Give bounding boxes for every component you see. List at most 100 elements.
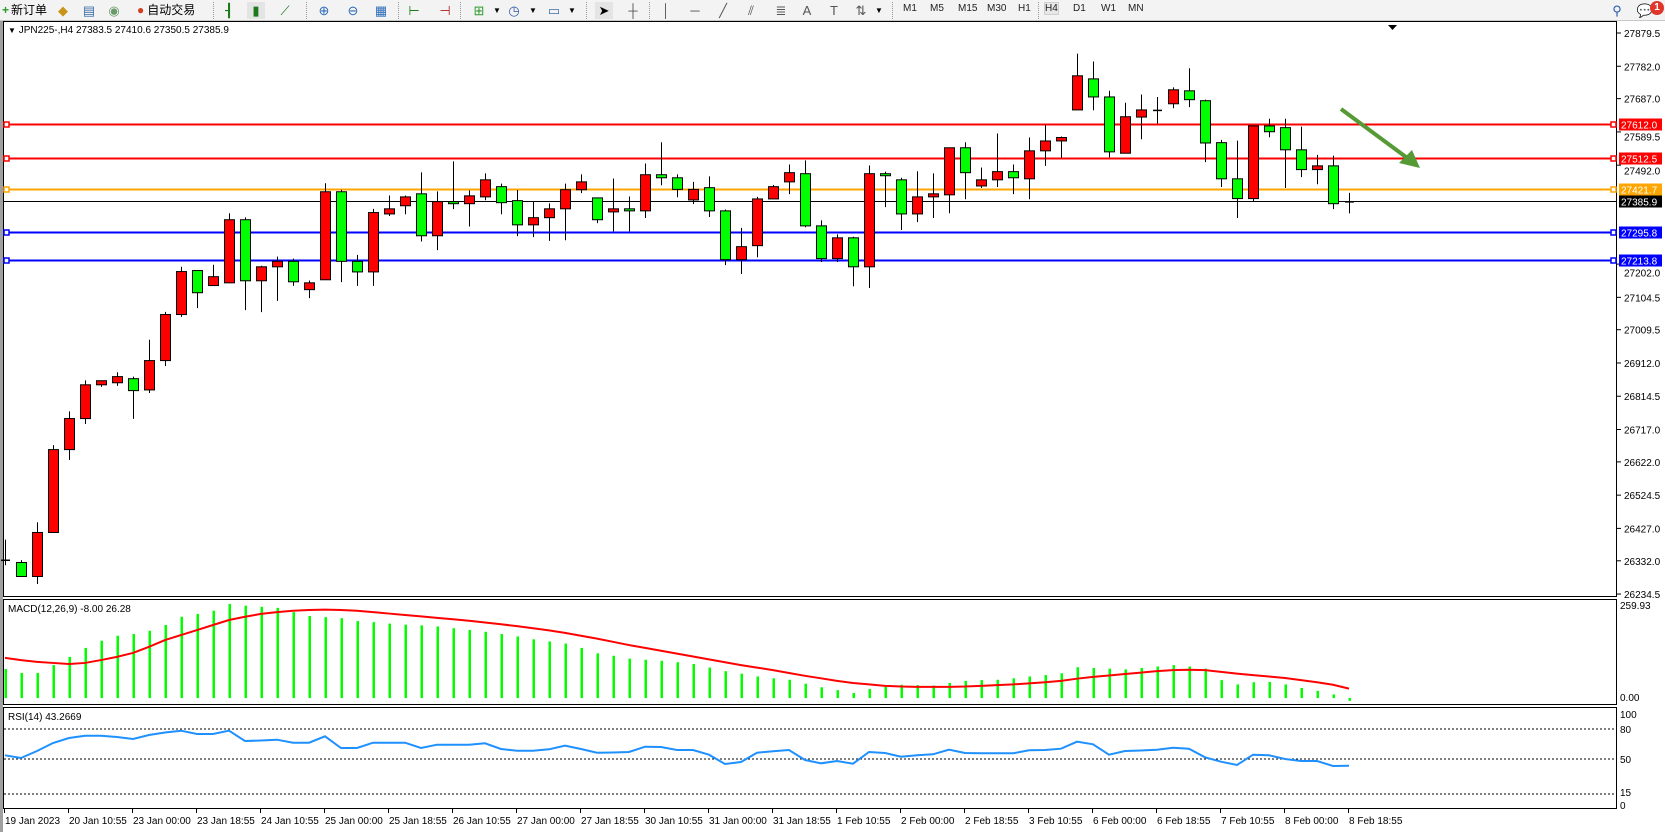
chart-shift-marker-icon[interactable] — [1388, 25, 1397, 30]
equidistant-channel-icon[interactable]: ⫽ — [748, 3, 754, 18]
chevron-down-icon[interactable]: ▼ — [529, 6, 537, 15]
templates-icon[interactable]: ▭ — [547, 3, 561, 18]
macd-bar — [228, 603, 231, 698]
macd-axis-zero: 0.00 — [1620, 693, 1640, 704]
new-order-label: 新订单 — [11, 3, 48, 17]
macd-bar — [1076, 667, 1079, 698]
signals-icon[interactable]: ◉ — [108, 3, 120, 18]
macd-bar — [1108, 668, 1111, 698]
candlestick-icon[interactable]: ▮ — [247, 2, 265, 19]
timeframe-w1[interactable]: W1 — [1101, 3, 1116, 14]
candle — [880, 171, 891, 208]
macd-bar — [164, 625, 167, 698]
zoom-out-icon[interactable]: ⊖ — [347, 3, 359, 18]
candle — [1345, 192, 1354, 214]
chevron-down-icon[interactable]: ▼ — [875, 6, 883, 15]
cursor-icon[interactable]: ➤ — [595, 2, 613, 19]
candle — [1072, 53, 1083, 111]
macd-bar — [1188, 666, 1191, 698]
toolbar-separator — [398, 2, 399, 19]
autotrading-label: 自动交易 — [147, 3, 196, 17]
text-label-icon[interactable]: T — [830, 3, 838, 18]
macd-indicator: 259.93 0.00 — [4, 601, 1651, 704]
time-label: 26 Jan 10:55 — [453, 816, 511, 827]
chart-shift-icon[interactable]: ⊢ — [408, 3, 420, 18]
periods-icon[interactable]: ◷ — [508, 3, 520, 18]
timeframe-mn[interactable]: MN — [1128, 3, 1144, 14]
navigator-icon[interactable]: ▤ — [82, 3, 96, 18]
price-label: 27202.0 — [1624, 269, 1661, 280]
macd-bar — [20, 672, 23, 698]
horizontal-line-icon[interactable]: ─ — [690, 3, 700, 18]
zoom-in-icon[interactable]: ⊕ — [318, 3, 330, 18]
chevron-down-icon[interactable]: ▼ — [493, 6, 501, 15]
fibonacci-icon[interactable]: ≣ — [775, 3, 787, 18]
macd-bar — [804, 683, 807, 698]
candle-body-bear — [288, 260, 299, 283]
macd-bar — [532, 639, 535, 698]
price-label: 26622.0 — [1624, 458, 1661, 469]
candle-body-bull — [208, 276, 219, 287]
macd-bar — [244, 605, 247, 698]
candle — [1312, 154, 1323, 185]
level-handle — [3, 257, 10, 264]
timeframe-d1[interactable]: D1 — [1073, 3, 1086, 14]
autoscroll-icon[interactable]: ⊣ — [439, 3, 451, 18]
crosshair-icon[interactable]: ┼ — [628, 3, 638, 18]
vertical-line-icon[interactable]: │ — [661, 3, 671, 18]
notifications-icon[interactable]: 💬 — [1636, 3, 1654, 18]
candle-body-bull — [384, 208, 395, 215]
down-arrow[interactable] — [1339, 107, 1420, 168]
macd-bar — [1316, 690, 1319, 698]
candle — [368, 208, 379, 286]
time-label: 31 Jan 18:55 — [773, 816, 831, 827]
candle-body-bear — [816, 225, 827, 260]
toolbar-separator — [649, 2, 650, 19]
new-chart-icon[interactable]: ⊞ — [473, 3, 485, 18]
timeframe-m1[interactable]: M1 — [903, 3, 917, 14]
macd-bar — [740, 673, 743, 698]
timeframe-m15[interactable]: M15 — [958, 3, 978, 14]
candle-body-bear — [1088, 78, 1099, 98]
candle-body-bull — [832, 237, 843, 260]
timeframe-h1[interactable]: H1 — [1018, 3, 1031, 14]
candle-body-bull — [688, 188, 699, 201]
text-icon[interactable]: A — [802, 3, 812, 18]
timeframe-m30[interactable]: M30 — [987, 3, 1007, 14]
autotrading-button[interactable]: ● 自动交易 — [137, 2, 195, 19]
new-order-button[interactable]: + 新订单 — [2, 2, 47, 19]
timeframe-h4[interactable]: H4 — [1044, 2, 1059, 15]
candle — [576, 174, 587, 194]
trendline-icon[interactable]: ╱ — [719, 3, 727, 18]
candle-body-bull — [1024, 150, 1035, 180]
macd-bar — [212, 610, 215, 698]
chevron-down-icon[interactable]: ▼ — [568, 6, 576, 15]
macd-bar — [788, 679, 791, 698]
market-watch-icon[interactable]: ◆ — [58, 3, 68, 18]
price-label: 27492.0 — [1624, 167, 1661, 178]
macd-bar — [884, 685, 887, 698]
candle-body-bull — [768, 186, 779, 200]
arrows-icon[interactable]: ⇅ — [855, 3, 867, 18]
level-handle — [1610, 257, 1617, 264]
candle-body-bull — [400, 196, 411, 207]
candle — [416, 172, 427, 242]
candle-body-bull — [1248, 125, 1259, 200]
candle-body-bull — [928, 193, 939, 198]
search-icon[interactable]: ⚲ — [1612, 3, 1622, 18]
tile-windows-icon[interactable]: ▦ — [374, 3, 388, 18]
macd-bar — [68, 656, 71, 698]
rsi-axis-label: 50 — [1620, 755, 1632, 766]
new-order-icon: + — [2, 3, 10, 17]
candle-body-bull — [1120, 116, 1131, 154]
line-chart-icon[interactable]: ⟋ — [280, 3, 290, 18]
macd-bar — [276, 607, 279, 698]
bar-chart-icon[interactable]: ┨ — [225, 3, 233, 18]
rsi-axis-label: 0 — [1620, 801, 1626, 812]
timeframe-m5[interactable]: M5 — [930, 3, 944, 14]
candle-body-bull — [1056, 137, 1067, 142]
macd-bar — [484, 631, 487, 698]
candle — [752, 196, 763, 258]
chart-menu-icon[interactable]: ▼ — [8, 26, 16, 35]
